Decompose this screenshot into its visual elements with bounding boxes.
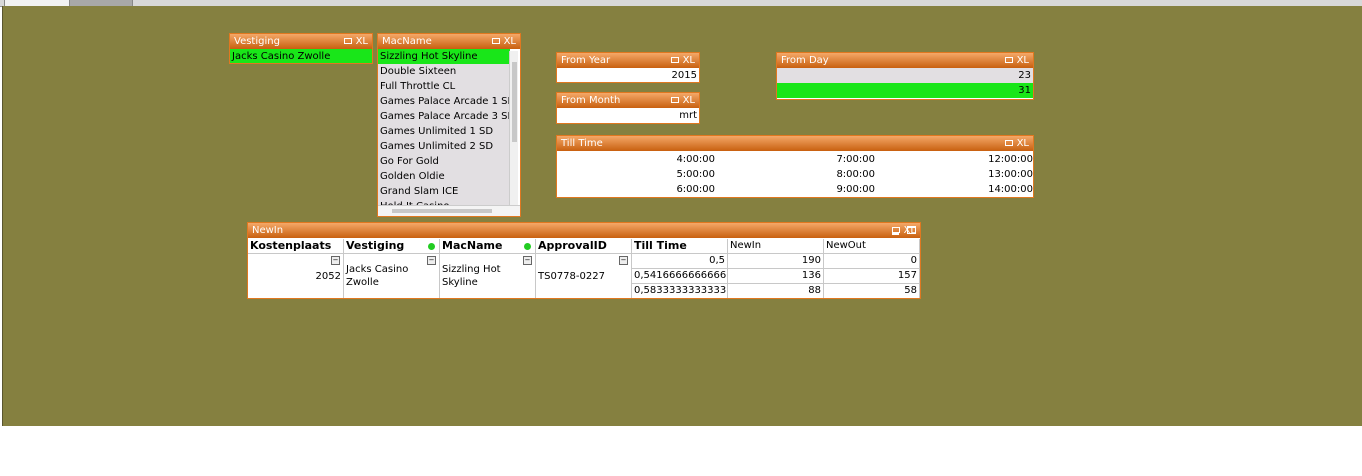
time-cell[interactable]: 5:00:00: [676, 169, 715, 180]
list-item[interactable]: Games Unlimited 1 SD: [378, 124, 510, 139]
items: Sizzling Hot Skyline Double Sixteen Full T…: [378, 49, 510, 214]
collapse-button[interactable]: −: [619, 256, 628, 265]
caption: NewIn XL: [248, 223, 920, 238]
table-cell: 157: [824, 269, 920, 284]
list-box: Vestiging XL Jacks Casino Zwolle: [229, 33, 373, 64]
time-cell[interactable]: 8:00:00: [836, 169, 875, 180]
cell-text: Sizzling Hot Skyline: [442, 264, 501, 288]
list-item[interactable]: Games Palace Arcade 1 SD: [378, 94, 510, 109]
list-item[interactable]: Grand Slam ICE: [378, 184, 510, 199]
xl-button[interactable]: XL: [1016, 55, 1029, 66]
list-item[interactable]: 2015: [671, 70, 697, 81]
cell-text: 2052: [315, 270, 341, 282]
column-header[interactable]: MacName: [440, 239, 536, 254]
table-cell: 2052 −: [248, 254, 344, 298]
scroll-thumb: [512, 62, 517, 142]
selection-indicator: [428, 243, 435, 250]
table-cell: 0: [824, 254, 920, 269]
hscroll-thumb: [392, 209, 492, 213]
table-cell: Sizzling Hot Skyline −: [440, 254, 536, 298]
collapse-button[interactable]: −: [523, 256, 532, 265]
list-item[interactable]: Jacks Casino Zwolle: [230, 49, 372, 63]
list-box: From Day XL 23 31: [776, 52, 1034, 100]
print-icon[interactable]: [671, 57, 679, 63]
print-icon[interactable]: [492, 38, 500, 44]
list-item[interactable]: mrt: [679, 110, 697, 121]
collapse-button[interactable]: −: [427, 256, 436, 265]
list-item[interactable]: Games Unlimited 2 SD: [378, 139, 510, 154]
table-cell: 0,541666666666667: [632, 269, 728, 284]
list-box: From Year XL 2015: [556, 52, 700, 83]
caption: Till Time XL: [557, 136, 1033, 151]
xl-button[interactable]: XL: [503, 36, 516, 47]
minimize-button[interactable]: [892, 233, 899, 235]
list-item[interactable]: Games Palace Arcade 3 SD: [378, 109, 510, 124]
caption: Vestiging XL: [230, 34, 372, 49]
column-header[interactable]: ApprovalID: [536, 239, 632, 254]
column-header[interactable]: NewOut: [824, 239, 920, 254]
print-icon[interactable]: [344, 38, 352, 44]
xl-button[interactable]: XL: [355, 36, 368, 47]
cell-text: TS0778-0227: [538, 270, 605, 282]
items: Jacks Casino Zwolle: [230, 49, 372, 63]
xl-button[interactable]: XL: [682, 55, 695, 66]
list-box: NewIn XL Kostenplaats Vestiging MacName Appro…: [247, 222, 921, 299]
time-cell[interactable]: 14:00:00: [988, 184, 1033, 195]
selection-indicator: [524, 243, 531, 250]
caption: MacName XL: [378, 34, 520, 49]
collapse-button[interactable]: −: [331, 256, 340, 265]
column-header[interactable]: Till Time: [632, 239, 728, 254]
items: 2015: [557, 68, 699, 82]
list-item[interactable]: Golden Oldie: [378, 169, 510, 184]
table-cell: 0,583333333333333: [632, 284, 728, 298]
list-box: Till Time XL 4:00:00 7:00:00 12:00:00 5:00:00…: [556, 135, 1034, 198]
time-cell[interactable]: 7:00:00: [836, 154, 875, 165]
table-cell: 190: [728, 254, 824, 269]
list-item[interactable]: Double Sixteen: [378, 64, 510, 79]
list-item[interactable]: 31: [777, 83, 1033, 98]
maximize-button[interactable]: [907, 226, 916, 234]
time-cell[interactable]: 9:00:00: [836, 184, 875, 195]
xl-button[interactable]: XL: [1016, 138, 1029, 149]
column-header[interactable]: Kostenplaats: [248, 239, 344, 254]
list-item[interactable]: Sizzling Hot Skyline: [378, 49, 510, 64]
column-header[interactable]: Vestiging: [344, 239, 440, 254]
time-cell[interactable]: 6:00:00: [676, 184, 715, 195]
print-icon[interactable]: [1005, 57, 1013, 63]
print-icon[interactable]: [1005, 140, 1013, 146]
caption: From Year XL: [557, 53, 699, 68]
time-cell[interactable]: 12:00:00: [988, 154, 1033, 165]
table-cell: Jacks Casino Zwolle −: [344, 254, 440, 298]
table-cell: 58: [824, 284, 920, 298]
table-cell: TS0778-0227 −: [536, 254, 632, 298]
xl-button[interactable]: XL: [682, 95, 695, 106]
table-cell: 0,5: [632, 254, 728, 269]
cell-text: Jacks Casino Zwolle: [346, 264, 409, 288]
table-cell: 88: [728, 284, 824, 298]
items: mrt: [557, 108, 699, 123]
xl-button[interactable]: XL: [903, 225, 916, 236]
caption: From Day XL: [777, 53, 1033, 68]
list-box: MacName XL Sizzling Hot Skyline Double Sixt…: [377, 33, 521, 217]
list-box: From Month XL mrt: [556, 92, 700, 124]
column-header[interactable]: NewIn: [728, 239, 824, 254]
list-item[interactable]: 23: [777, 68, 1033, 83]
items: 23 31: [777, 68, 1033, 98]
caption: From Month XL: [557, 93, 699, 108]
table-cell: 136: [728, 269, 824, 284]
time-cell[interactable]: 4:00:00: [676, 154, 715, 165]
print-icon[interactable]: [671, 97, 679, 103]
list-item[interactable]: Full Throttle CL: [378, 79, 510, 94]
time-cell[interactable]: 13:00:00: [988, 169, 1033, 180]
list-item[interactable]: Go For Gold: [378, 154, 510, 169]
print-icon[interactable]: [892, 227, 900, 233]
